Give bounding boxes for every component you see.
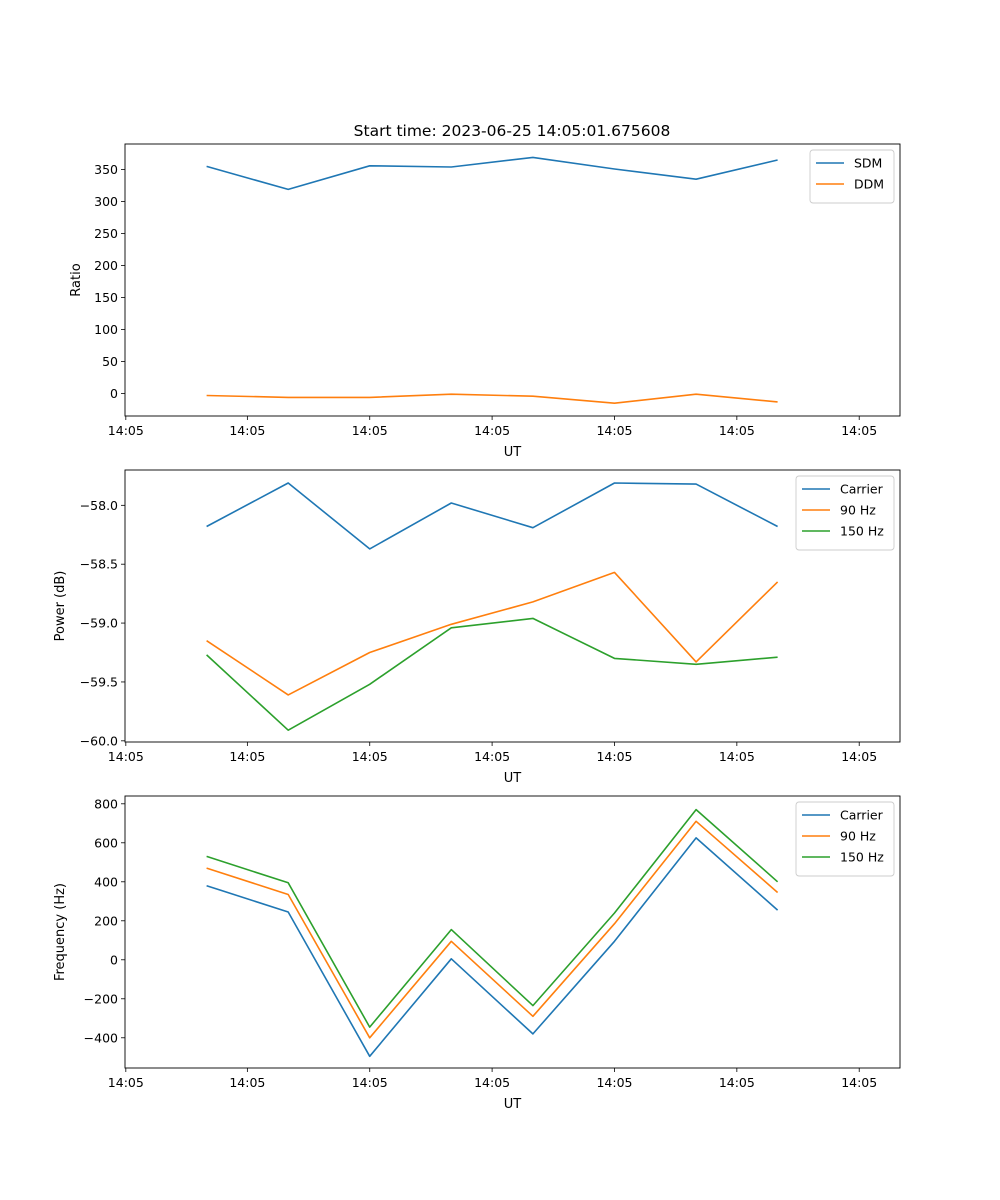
ratio-y-axis-label: Ratio bbox=[69, 263, 84, 296]
power-x-tick-label: 14:05 bbox=[352, 749, 388, 764]
frequency-y-axis-label: Frequency (Hz) bbox=[53, 883, 68, 981]
power-x-tick-label: 14:05 bbox=[108, 749, 144, 764]
power-x-tick-label: 14:05 bbox=[719, 749, 755, 764]
ratio-y-tick-label: 350 bbox=[94, 162, 118, 177]
power-series-150-hz-line bbox=[206, 617, 778, 732]
frequency-series-carrier-line bbox=[206, 837, 779, 1058]
power-legend-label: Carrier bbox=[840, 482, 884, 497]
power-panel: 14:05 14:05 14:05 14:05 14:05 14:05 14:05−60.0… bbox=[53, 469, 901, 786]
frequency-y-tick-label: 400 bbox=[94, 874, 118, 889]
frequency-y-tick-label: 600 bbox=[94, 835, 118, 850]
frequency-legend: Carrier 90 Hz 150 Hz bbox=[795, 801, 895, 877]
ratio-y-tick-label: 150 bbox=[94, 290, 118, 305]
ratio-x-tick-label: 14:05 bbox=[841, 423, 877, 438]
frequency-y-tick-label: 800 bbox=[94, 796, 118, 811]
frequency-legend-label: Carrier bbox=[840, 808, 884, 823]
frequency-x-tick-label: 14:05 bbox=[596, 1075, 632, 1090]
ratio-legend-label: SDM bbox=[854, 156, 882, 171]
ratio-series-ddm-line bbox=[206, 393, 778, 405]
frequency-axes-frame bbox=[124, 795, 901, 1069]
frequency-x-axis-label: UT bbox=[504, 1097, 522, 1112]
frequency-x-tick-label: 14:05 bbox=[474, 1075, 510, 1090]
ratio-legend: SDM DDM bbox=[809, 149, 895, 204]
power-x-axis-label: UT bbox=[504, 771, 522, 786]
frequency-x-tick-label: 14:05 bbox=[352, 1075, 388, 1090]
ratio-axes-frame bbox=[124, 143, 901, 417]
power-x-tick-label: 14:05 bbox=[229, 749, 265, 764]
frequency-series-150-hz-line bbox=[206, 808, 779, 1028]
panels: 14:05 14:05 14:05 14:05 14:05 14:05 14:05 0 50 10… bbox=[53, 143, 901, 1112]
ratio-x-axis-label: UT bbox=[504, 445, 522, 460]
ratio-x-tick-label: 14:05 bbox=[352, 423, 388, 438]
power-y-tick-label: −58.5 bbox=[80, 557, 118, 572]
ratio-y-tick-label: 200 bbox=[94, 258, 118, 273]
ratio-y-tick-label: 300 bbox=[94, 194, 118, 209]
frequency-legend-label: 150 Hz bbox=[840, 850, 884, 865]
frequency-panel: 14:05 14:05 14:05 14:05 14:05 14:05 14:05 −400 −… bbox=[53, 795, 901, 1112]
ratio-x-tick-label: 14:05 bbox=[719, 423, 755, 438]
frequency-y-tick-label: 200 bbox=[94, 913, 118, 928]
frequency-x-tick-label: 14:05 bbox=[841, 1075, 877, 1090]
power-x-tick-label: 14:05 bbox=[596, 749, 632, 764]
ratio-x-tick-label: 14:05 bbox=[596, 423, 632, 438]
ratio-x-tick-label: 14:05 bbox=[108, 423, 144, 438]
ratio-y-tick-label: 250 bbox=[94, 226, 118, 241]
ratio-x-tick-label: 14:05 bbox=[229, 423, 265, 438]
ratio-x-tick-label: 14:05 bbox=[474, 423, 510, 438]
frequency-y-tick-label: 0 bbox=[110, 952, 118, 967]
power-y-tick-label: −60.0 bbox=[80, 733, 118, 748]
power-y-tick-label: −59.0 bbox=[80, 616, 118, 631]
power-y-tick-label: −59.5 bbox=[80, 674, 118, 689]
ratio-y-tick-label: 100 bbox=[94, 322, 118, 337]
power-series-90-hz-line bbox=[206, 571, 779, 696]
power-legend-label: 90 Hz bbox=[840, 503, 876, 518]
ratio-panel: 14:05 14:05 14:05 14:05 14:05 14:05 14:05 0 50 10… bbox=[69, 143, 901, 460]
frequency-x-tick-label: 14:05 bbox=[108, 1075, 144, 1090]
frequency-y-tick-label: −400 bbox=[84, 1030, 118, 1045]
power-y-tick-label: −58.0 bbox=[80, 498, 118, 513]
ratio-y-tick-label: 0 bbox=[110, 386, 118, 401]
frequency-x-tick-label: 14:05 bbox=[719, 1075, 755, 1090]
power-x-tick-label: 14:05 bbox=[474, 749, 510, 764]
frequency-y-tick-label: −200 bbox=[84, 991, 118, 1006]
figure-title: Start time: 2023-06-25 14:05:01.675608 bbox=[354, 122, 671, 140]
frequency-legend-label: 90 Hz bbox=[840, 829, 876, 844]
power-legend: Carrier 90 Hz 150 Hz bbox=[795, 475, 895, 551]
power-series-carrier-line bbox=[206, 482, 778, 550]
frequency-series-90-hz-line bbox=[206, 820, 779, 1039]
frequency-x-tick-label: 14:05 bbox=[229, 1075, 265, 1090]
power-y-axis-label: Power (dB) bbox=[53, 571, 68, 642]
power-axes-frame bbox=[124, 469, 901, 743]
power-x-tick-label: 14:05 bbox=[841, 749, 877, 764]
ratio-series-sdm-line bbox=[206, 156, 778, 191]
ratio-y-tick-label: 50 bbox=[102, 354, 118, 369]
power-legend-label: 150 Hz bbox=[840, 524, 884, 539]
ratio-legend-label: DDM bbox=[854, 177, 884, 192]
